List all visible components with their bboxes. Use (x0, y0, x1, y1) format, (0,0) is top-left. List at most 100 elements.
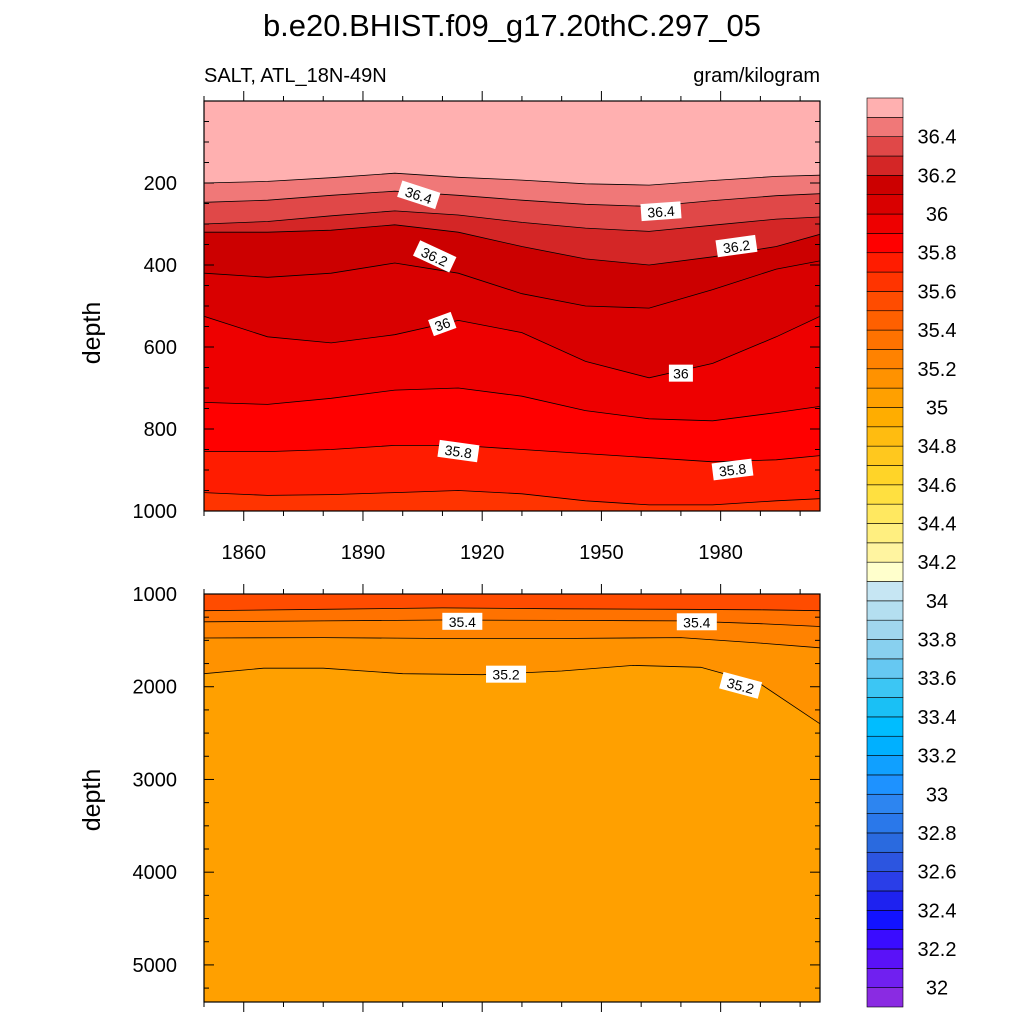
contour-line (204, 172, 820, 186)
colorbar-tick-label: 36.2 (918, 165, 957, 187)
x-tick-label: 1920 (460, 542, 505, 564)
contour-line (204, 387, 820, 422)
colorbar-swatch (866, 213, 904, 234)
colorbar-tick-label: 33.8 (918, 630, 957, 652)
colorbar-swatch (866, 233, 904, 254)
colorbar-swatch (866, 484, 904, 505)
contour-label: 35.8 (437, 439, 480, 463)
colorbar-swatch (866, 407, 904, 428)
colorbar-swatch (866, 503, 904, 524)
colorbar-tick-label: 35.6 (918, 281, 957, 303)
colorbar-swatch (866, 948, 904, 969)
colorbar-tick-label: 32 (926, 978, 948, 1000)
colorbar-swatch (866, 117, 904, 137)
colorbar-swatch (866, 175, 904, 196)
colorbar-swatch (866, 735, 904, 756)
x-tick-label: 1980 (698, 542, 743, 564)
colorbar-swatch (866, 658, 904, 679)
plot-frame (203, 593, 821, 1003)
contour-line (204, 490, 820, 506)
contour-label: 35.8 (711, 458, 754, 481)
contour-label-box (437, 439, 480, 463)
x-tick-label: 1860 (221, 542, 266, 564)
colorbar-swatch (866, 774, 904, 795)
contour-line (204, 607, 820, 612)
contour-label-text: 36 (673, 366, 689, 382)
contour-label-text: 35.4 (449, 614, 476, 630)
contour-label: 35.2 (486, 665, 527, 683)
contour-label: 36.2 (715, 234, 758, 258)
contour-label-text: 35.8 (444, 442, 473, 462)
colorbar-tick-label: 35.4 (918, 320, 957, 342)
colorbar-swatch (866, 136, 904, 157)
contour-label-box (640, 201, 682, 222)
contour-fills (204, 594, 820, 1002)
colorbar-swatch (866, 97, 904, 118)
colorbar: 32 32.2 32.4 32.6 32.8 33 33.2 33.4 33.6 33.8 34 34… (866, 97, 957, 1008)
colorbar-tick-label: 34.8 (918, 436, 957, 458)
contour-line (204, 637, 820, 649)
contour-line (204, 210, 820, 232)
colorbar-swatch (866, 639, 904, 660)
lower-contour-panel: 35.4 35.4 35.2 35.2 1000 2000 3000 4000 5000 dept… (78, 584, 821, 1012)
x-tick-label: 1950 (579, 542, 624, 564)
colorbar-tick-label: 32.2 (918, 939, 957, 961)
colorbar-swatch (866, 252, 904, 273)
colorbar-swatch (866, 561, 904, 582)
colorbar-tick-label: 33.2 (918, 746, 957, 768)
contour-label-text: 35.2 (725, 675, 756, 698)
colorbar-tick-label: 35.8 (918, 243, 957, 265)
colorbar-swatch (866, 310, 904, 331)
colorbar-tick-label: 35 (926, 397, 948, 419)
y-tick-label: 1000 (133, 501, 178, 523)
y-tick-label: 600 (144, 337, 177, 359)
contour-label: 36.4 (640, 201, 682, 222)
colorbar-tick-label: 34.2 (918, 552, 957, 574)
colorbar-swatch (866, 523, 904, 544)
colorbar-swatch (866, 813, 904, 834)
colorbar-swatch (866, 426, 904, 447)
colorbar-swatch (866, 291, 904, 312)
colorbar-swatch (866, 329, 904, 350)
colorbar-swatch (866, 271, 904, 292)
colorbar-swatch (866, 600, 904, 621)
colorbar-swatch (866, 194, 904, 215)
colorbar-swatch (866, 716, 904, 737)
contour-label-box (412, 240, 457, 273)
units-label: gram/kilogram (693, 65, 820, 87)
colorbar-swatch (866, 929, 904, 950)
contour-band (204, 665, 820, 1002)
contour-label: 35.2 (719, 671, 763, 699)
contour-band (204, 490, 820, 511)
colorbar-tick-label: 33.4 (918, 707, 957, 729)
colorbar-swatch (866, 987, 904, 1008)
y-tick-label: 4000 (133, 862, 178, 884)
figure-title: b.e20.BHIST.f09_g17.20thC.297_05 (263, 8, 761, 43)
contour-label: 35.4 (442, 612, 483, 630)
colorbar-tick-label: 32.6 (918, 862, 957, 884)
contour-label-text: 35.2 (492, 667, 519, 683)
contour-line (204, 260, 820, 309)
contour-label-box (428, 311, 457, 337)
contour-label: 36 (428, 311, 457, 337)
y-tick-label: 1000 (133, 584, 178, 606)
colorbar-swatch (866, 793, 904, 814)
y-tick-label: 200 (144, 173, 177, 195)
colorbar-swatch (866, 697, 904, 718)
colorbar-swatch (866, 155, 904, 176)
contour-label-box (442, 612, 483, 630)
y-tick-label: 800 (144, 419, 177, 441)
contour-label-text: 36.4 (647, 203, 676, 221)
y-tick-label: 400 (144, 255, 177, 277)
colorbar-swatch (866, 851, 904, 872)
colorbar-swatch (866, 445, 904, 466)
y-axis-label: depth (78, 769, 106, 832)
colorbar-swatch (866, 968, 904, 988)
colorbar-swatch (866, 368, 904, 389)
colorbar-swatch (866, 619, 904, 640)
contour-line (204, 190, 820, 207)
contour-label-box (397, 180, 441, 210)
colorbar-swatch (866, 755, 904, 776)
